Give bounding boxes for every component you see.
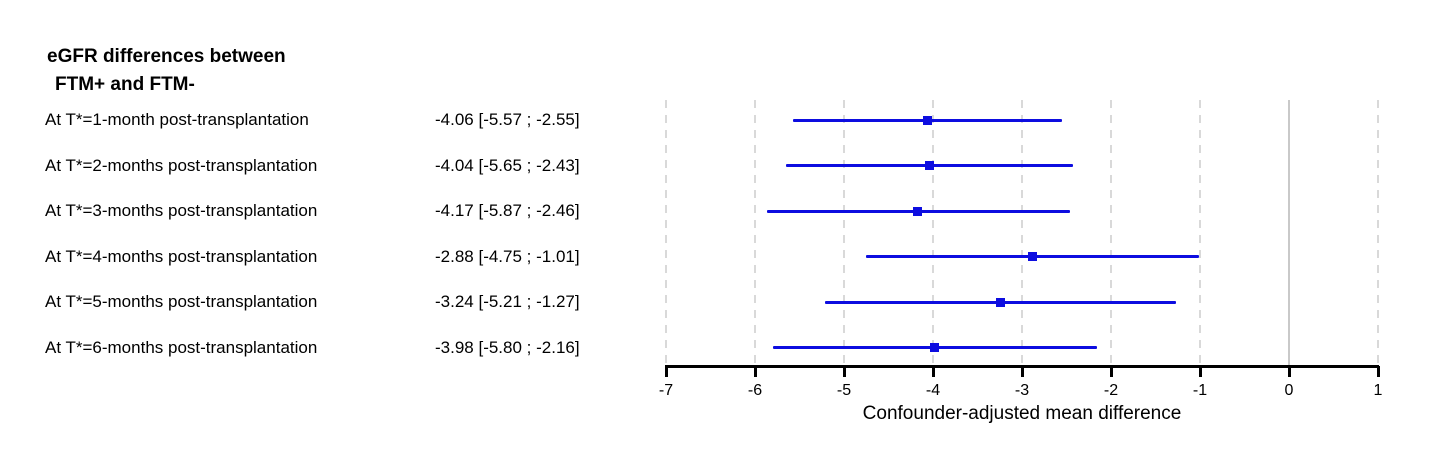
gridline (754, 100, 756, 366)
estimate-value: -4.06 [-5.57 ; -2.55] (435, 110, 580, 129)
row-label: At T*=6-months post-transplantation (45, 337, 318, 357)
x-tick-label: -2 (1103, 382, 1119, 399)
x-tick (1021, 366, 1024, 377)
x-tick (754, 366, 757, 377)
estimate-value: -2.88 [-4.75 ; -1.01] (435, 246, 580, 266)
point-estimate-marker (924, 161, 934, 170)
row-label: At T*=5-months post-transplantation (45, 292, 318, 311)
reference-line (1288, 100, 1290, 366)
row-label: At T*=2-months post-transplantation (45, 155, 318, 175)
figure-title-line2: FTM+ and FTM- (55, 74, 195, 95)
x-tick (665, 366, 668, 377)
x-tick (932, 366, 935, 377)
row-label: At T*=4-months post-transplantation (45, 246, 318, 266)
point-estimate-marker (913, 206, 923, 216)
x-tick-label: -1 (1192, 382, 1208, 399)
estimate-value: -4.17 [-5.87 ; -2.46] (435, 201, 580, 220)
x-tick-label: -7 (658, 382, 674, 399)
x-tick-label: -6 (747, 382, 763, 399)
gridline (843, 100, 845, 366)
x-tick (843, 366, 846, 377)
gridline (665, 100, 667, 366)
x-tick-label: -4 (925, 382, 941, 399)
x-tick (1288, 366, 1291, 377)
row-label: At T*=1-month post-transplantation (45, 110, 309, 129)
gridline (1021, 100, 1023, 366)
x-tick (1110, 366, 1113, 377)
estimate-value: -3.98 [-5.80 ; -2.16] (435, 337, 580, 357)
point-estimate-marker (930, 343, 940, 352)
row-label: At T*=3-months post-transplantation (45, 201, 318, 220)
estimate-value: -3.24 [-5.21 ; -1.27] (435, 292, 580, 311)
estimate-value: -4.04 [-5.65 ; -2.43] (435, 155, 580, 175)
gridline (1199, 100, 1201, 366)
figure-title-line1: eGFR differences between (47, 46, 286, 67)
x-tick-label: 1 (1373, 382, 1383, 399)
point-estimate-marker (1028, 252, 1038, 261)
gridline (1110, 100, 1112, 366)
x-tick-label: 0 (1284, 382, 1294, 399)
gridline (932, 100, 934, 366)
point-estimate-marker (996, 297, 1006, 307)
gridline (1377, 100, 1379, 366)
x-tick (1377, 366, 1380, 377)
point-estimate-marker (923, 115, 933, 125)
x-tick (1199, 366, 1202, 377)
x-axis-title: Confounder-adjusted mean difference (862, 403, 1182, 424)
x-tick-label: -5 (836, 382, 852, 399)
x-tick-label: -3 (1014, 382, 1030, 399)
